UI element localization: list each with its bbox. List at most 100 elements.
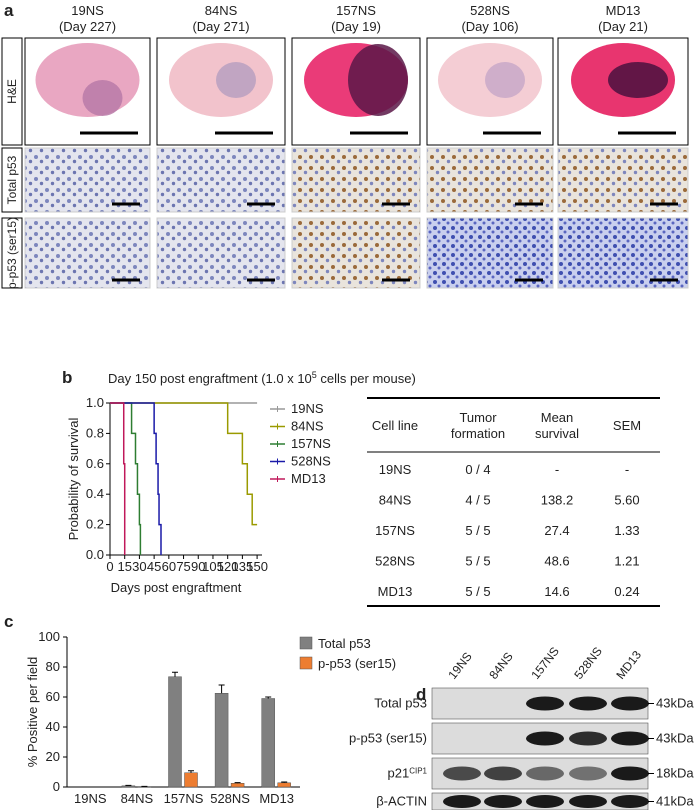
table-header: SEM bbox=[613, 418, 641, 433]
blot-row-label: β-ACTIN bbox=[376, 794, 427, 809]
table-header: Tumor bbox=[459, 410, 497, 425]
table-cell: 19NS bbox=[379, 462, 412, 477]
blot-band bbox=[611, 795, 649, 808]
blot-band bbox=[569, 795, 607, 808]
table-cell: 528NS bbox=[375, 554, 415, 569]
column-name: 84NS bbox=[205, 3, 238, 18]
error-bar bbox=[265, 696, 272, 699]
blot-band bbox=[611, 696, 649, 711]
bar bbox=[214, 693, 229, 788]
error-bar bbox=[172, 671, 178, 677]
chart-title: Day 150 post engraftment (1.0 x 105 cell… bbox=[108, 370, 416, 386]
y-tick-label: 0.4 bbox=[86, 486, 104, 501]
ihc-image bbox=[557, 147, 689, 213]
x-tick-label: 84NS bbox=[121, 791, 154, 806]
legend-label: 84NS bbox=[291, 419, 324, 434]
table-cell: 5.60 bbox=[614, 493, 639, 508]
x-tick-label: 157NS bbox=[164, 791, 204, 806]
column-name: MD13 bbox=[606, 3, 641, 18]
table-cell: 4 / 5 bbox=[465, 493, 490, 508]
ihc-image bbox=[291, 147, 421, 213]
ihc-image bbox=[557, 217, 689, 289]
y-tick-label: 0.6 bbox=[86, 456, 104, 471]
y-tick-label: 60 bbox=[46, 689, 60, 704]
x-tick-label: 15 bbox=[117, 559, 131, 574]
error-bar bbox=[218, 684, 225, 694]
error-bar bbox=[234, 782, 241, 784]
row-name: Total p53 bbox=[374, 696, 427, 711]
row-label-box bbox=[1, 217, 23, 289]
column-day: (Day 21) bbox=[598, 19, 648, 34]
blot-band bbox=[569, 696, 607, 711]
row-sup: CIP1 bbox=[409, 766, 427, 775]
row-name: p-p53 (ser15) bbox=[349, 731, 427, 746]
table-header: Cell line bbox=[372, 418, 418, 433]
table-header: Mean bbox=[541, 410, 574, 425]
kda-label: 43kDa bbox=[656, 696, 694, 711]
table-header: formation bbox=[451, 426, 505, 441]
legend-swatch bbox=[299, 636, 313, 650]
table-cell: - bbox=[555, 462, 559, 477]
blot-band bbox=[484, 795, 522, 808]
column-day: (Day 271) bbox=[192, 19, 249, 34]
table-cell: 1.21 bbox=[614, 554, 639, 569]
y-tick-label: 100 bbox=[38, 629, 60, 644]
blot-band bbox=[443, 766, 481, 781]
ihc-image bbox=[426, 217, 554, 289]
panel-label: c bbox=[4, 612, 13, 631]
blot-band bbox=[611, 731, 649, 746]
column-day: (Day 106) bbox=[461, 19, 518, 34]
title-part: Day 150 post engraftment (1.0 x 10 bbox=[108, 371, 312, 386]
title-part: cells per mouse) bbox=[317, 371, 416, 386]
legend-label: 19NS bbox=[291, 401, 324, 416]
lane-label: 157NS bbox=[528, 644, 562, 682]
error-bar bbox=[281, 781, 288, 783]
ihc-image bbox=[426, 147, 554, 213]
bar bbox=[230, 783, 245, 788]
y-tick-label: 0.0 bbox=[86, 547, 104, 562]
table-cell: 27.4 bbox=[544, 523, 569, 538]
panel-label: d bbox=[416, 685, 426, 704]
x-tick-label: 0 bbox=[106, 559, 113, 574]
row-name: β-ACTIN bbox=[376, 794, 427, 809]
brain-region bbox=[348, 44, 408, 116]
row-label: Total p53 bbox=[5, 155, 19, 204]
kda-label: 43kDa bbox=[656, 731, 694, 746]
x-axis-title: Days post engraftment bbox=[111, 580, 242, 595]
x-tick-label: 120 bbox=[217, 559, 239, 574]
blot-row-label: p21CIP1 bbox=[388, 766, 428, 781]
table-cell: 48.6 bbox=[544, 554, 569, 569]
table-cell: 5 / 5 bbox=[465, 584, 490, 599]
survival-line bbox=[110, 402, 126, 555]
table-cell: 5 / 5 bbox=[465, 554, 490, 569]
blot-band bbox=[526, 766, 564, 781]
legend-label: 528NS bbox=[291, 454, 331, 469]
lane-label: 84NS bbox=[486, 650, 516, 682]
column-name: 528NS bbox=[470, 3, 510, 18]
brain-region bbox=[608, 62, 668, 98]
x-tick-label: 45 bbox=[147, 559, 161, 574]
x-tick-label: MD13 bbox=[259, 791, 294, 806]
legend-label: 157NS bbox=[291, 436, 331, 451]
x-tick-label: 19NS bbox=[74, 791, 107, 806]
column-day: (Day 19) bbox=[331, 19, 381, 34]
legend-swatch bbox=[299, 656, 313, 670]
blot-band bbox=[526, 795, 564, 808]
error-bar bbox=[188, 770, 194, 773]
x-tick-label: 150 bbox=[246, 559, 268, 574]
brain-region bbox=[82, 80, 123, 116]
blot-band bbox=[526, 731, 564, 746]
title-part: 5 bbox=[312, 370, 317, 380]
row-label-box bbox=[1, 37, 23, 146]
table-cell: 138.2 bbox=[541, 493, 574, 508]
table-cell: 84NS bbox=[379, 493, 412, 508]
blot-band bbox=[526, 696, 564, 711]
y-axis-title: % Positive per field bbox=[25, 657, 40, 768]
column-name: 19NS bbox=[71, 3, 104, 18]
ihc-image bbox=[24, 147, 151, 213]
blot-band bbox=[484, 766, 522, 781]
bar bbox=[277, 782, 291, 788]
blot-row-label: Total p53 bbox=[374, 696, 427, 711]
